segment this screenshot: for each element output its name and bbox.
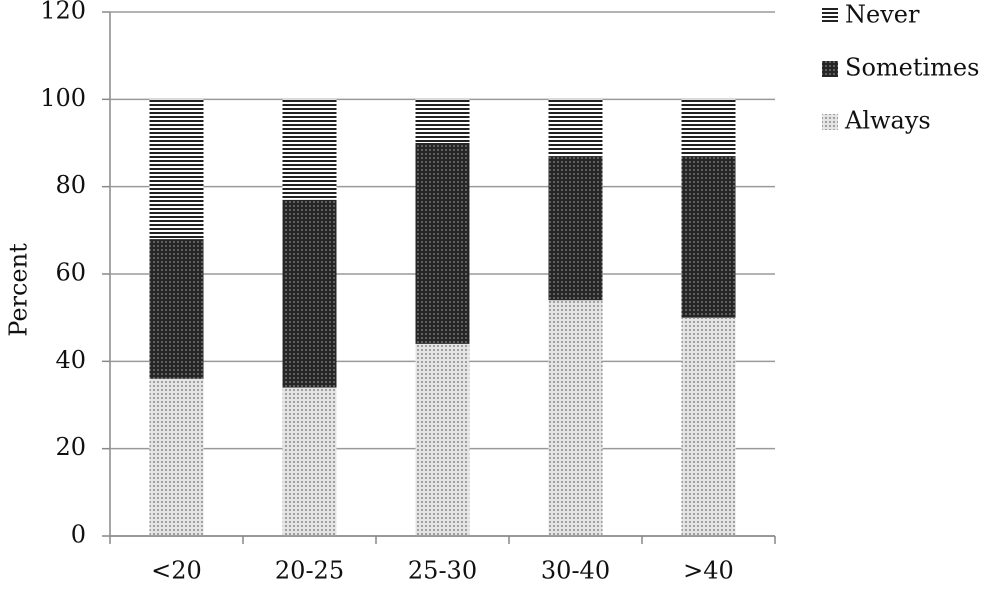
bar-segment bbox=[681, 317, 736, 536]
bar-segment bbox=[415, 343, 470, 536]
x-tick-label: 20-25 bbox=[275, 557, 344, 585]
bar-segment bbox=[149, 239, 204, 379]
x-tick-label: 25-30 bbox=[408, 557, 477, 585]
bar-segment bbox=[681, 156, 736, 318]
bar-segment bbox=[681, 99, 736, 157]
bar-segment bbox=[149, 99, 204, 240]
x-tick-label: 30-40 bbox=[541, 557, 610, 585]
bar-segment bbox=[548, 300, 603, 536]
bar-segment bbox=[415, 143, 470, 344]
bar-segment bbox=[282, 387, 337, 536]
x-tick-label: >40 bbox=[683, 557, 734, 585]
y-tick-label: 40 bbox=[55, 346, 86, 374]
legend-label: Sometimes bbox=[845, 54, 979, 82]
legend-swatch bbox=[822, 114, 838, 130]
y-tick-label: 80 bbox=[55, 171, 86, 199]
bar-segment bbox=[548, 156, 603, 301]
y-axis-label: Percent bbox=[5, 243, 33, 337]
legend-label: Always bbox=[844, 107, 931, 135]
legend-swatch bbox=[822, 61, 838, 77]
bar-segment bbox=[282, 99, 337, 200]
bar-segment bbox=[149, 378, 204, 536]
bar-segment bbox=[415, 99, 470, 143]
y-tick-label: 60 bbox=[55, 259, 86, 287]
legend-swatch bbox=[822, 8, 838, 24]
x-tick-label: <20 bbox=[151, 557, 202, 585]
y-tick-label: 20 bbox=[55, 433, 86, 461]
y-tick-label: 0 bbox=[71, 521, 86, 549]
bar-segment bbox=[548, 99, 603, 157]
bar-segment bbox=[282, 199, 337, 388]
legend-label: Never bbox=[845, 1, 920, 29]
y-tick-label: 120 bbox=[40, 0, 86, 25]
y-tick-label: 100 bbox=[40, 84, 86, 112]
